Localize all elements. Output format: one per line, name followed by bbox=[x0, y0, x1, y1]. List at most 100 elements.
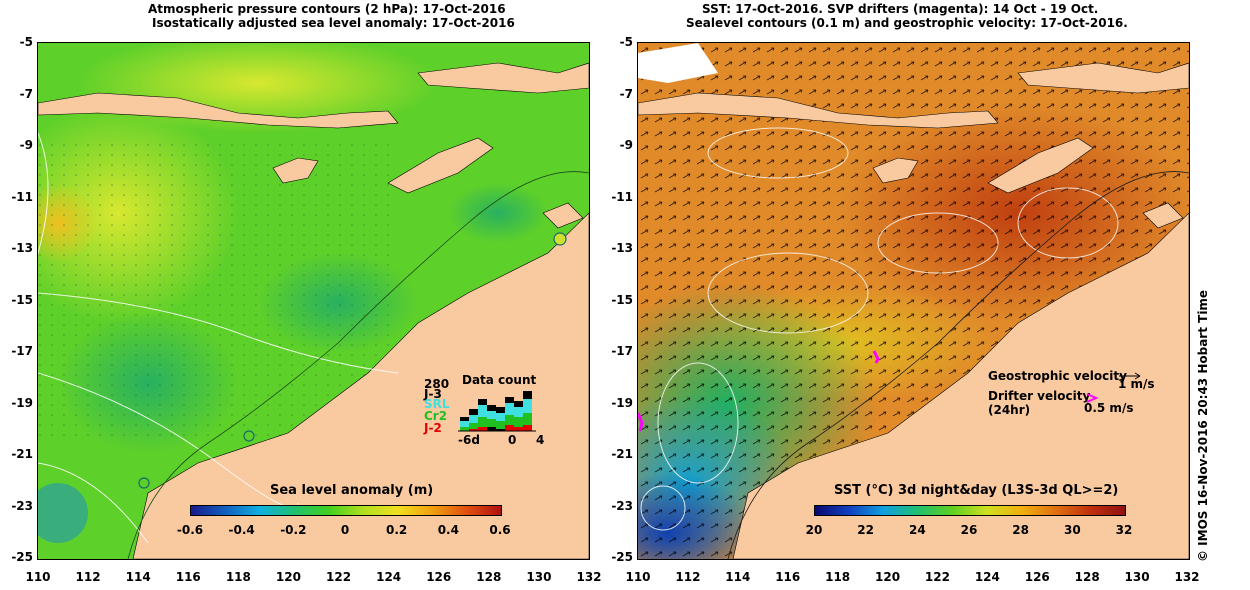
right-lat-tick: -19 bbox=[611, 395, 633, 410]
sst-colorbar-tick: 24 bbox=[908, 523, 926, 537]
timor-island bbox=[387, 137, 494, 194]
data-count-title: Data count bbox=[462, 373, 537, 387]
left-lon-tick: 128 bbox=[476, 570, 502, 584]
right-lon-tick: 130 bbox=[1124, 570, 1150, 584]
sst-colorbar-tick: 30 bbox=[1063, 523, 1081, 537]
sealevel-contour bbox=[1017, 187, 1119, 259]
sealevel-contour bbox=[657, 362, 739, 484]
imos-credit: © IMOS 16-Nov-2016 20:43 Hobart Time bbox=[1196, 289, 1210, 562]
sla-colorbar-title: Sea level anomaly (m) bbox=[270, 483, 434, 498]
right-lat-tick: -23 bbox=[611, 498, 633, 513]
left-lat-tick: -5 bbox=[19, 35, 33, 49]
svp-drifter-track bbox=[638, 412, 644, 432]
pressure-contour-3 bbox=[38, 462, 149, 544]
left-lat-tick: -21 bbox=[11, 447, 33, 461]
cloud-mask-region bbox=[638, 43, 718, 83]
left-lon-tick: 126 bbox=[426, 570, 452, 584]
right-lon-tick: 114 bbox=[725, 570, 751, 584]
pressure-contour-4 bbox=[38, 132, 49, 254]
right-lon-tick: 122 bbox=[924, 570, 950, 584]
tide-gauge-marker bbox=[138, 477, 150, 489]
drifter-velocity-unit: (24hr) bbox=[988, 403, 1031, 417]
right-lon-tick: 132 bbox=[1174, 570, 1200, 584]
left-lon-tick: 110 bbox=[25, 570, 51, 584]
melville-island bbox=[542, 202, 584, 229]
mission-label-srl: SRL bbox=[424, 397, 450, 411]
geostrophic-scale-label: 1 m/s bbox=[1118, 377, 1155, 391]
sst-colorbar-tick: 26 bbox=[960, 523, 978, 537]
pressure-contour-1 bbox=[38, 292, 399, 374]
right-lon-tick: 126 bbox=[1024, 570, 1050, 584]
left-lat-tick: -25 bbox=[11, 550, 33, 564]
sla-low-anomaly-sw bbox=[38, 483, 88, 543]
left-lon-tick: 122 bbox=[326, 570, 352, 584]
left-panel-title-line1: Atmospheric pressure contours (2 hPa): 1… bbox=[148, 2, 506, 16]
right-lat-tick: -5 bbox=[619, 35, 633, 49]
right-lon-tick: 112 bbox=[675, 570, 701, 584]
right-lon-tick: 110 bbox=[625, 570, 651, 584]
sla-colorbar-tick: -0.2 bbox=[280, 523, 307, 537]
left-lon-tick: 114 bbox=[125, 570, 151, 584]
right-lat-tick: -15 bbox=[611, 292, 633, 307]
sumba-island bbox=[872, 157, 919, 184]
sla-colorbar-tick: -0.4 bbox=[228, 523, 255, 537]
data-count-inset: 280 Data count J-3 SRL Cr2 J-2 -6d 0 4 bbox=[420, 373, 550, 447]
left-lat-tick: -17 bbox=[11, 344, 33, 358]
sst-colorbar-tick: 28 bbox=[1012, 523, 1029, 537]
drifter-velocity-label: Drifter velocity bbox=[988, 389, 1091, 403]
sealevel-contour bbox=[707, 252, 869, 334]
left-lon-tick: 120 bbox=[275, 570, 301, 584]
drifter-scale-label: 0.5 m/s bbox=[1084, 401, 1134, 415]
sst-map: Geostrophic velocity 1 m/s Drifter veloc… bbox=[637, 42, 1190, 560]
right-lat-tick: -17 bbox=[611, 344, 633, 358]
left-lon-tick: 112 bbox=[75, 570, 101, 584]
right-lon-tick: 120 bbox=[875, 570, 901, 584]
data-count-xtick-zero: 0 bbox=[508, 433, 517, 447]
right-lon-tick: 118 bbox=[825, 570, 851, 584]
australia-landmass bbox=[132, 212, 589, 559]
lesser-sunda-islands bbox=[38, 92, 399, 129]
sla-data-dots bbox=[38, 143, 398, 443]
sla-colorbar bbox=[190, 505, 502, 516]
sumba-island bbox=[272, 157, 319, 184]
left-lat-tick: -23 bbox=[11, 498, 33, 513]
timor-island bbox=[987, 137, 1094, 194]
mission-label-j3: J-3 bbox=[424, 387, 442, 401]
svp-drifter-track bbox=[872, 350, 880, 364]
sst-colorbar-title: SST (°C) 3d night&day (L3S-3d QL>=2) bbox=[834, 483, 1119, 498]
right-lat-tick: -7 bbox=[619, 86, 633, 101]
sealevel-contour bbox=[640, 485, 686, 531]
left-lon-tick: 118 bbox=[225, 570, 251, 584]
left-lat-tick: -11 bbox=[11, 189, 33, 204]
data-count-xtick-end: 4 bbox=[536, 433, 545, 447]
left-lat-tick: -19 bbox=[11, 395, 33, 410]
right-lon-tick: 116 bbox=[775, 570, 801, 584]
sla-colorbar-tick: 0.4 bbox=[437, 523, 459, 537]
sea-level-anomaly-map: 280 Data count J-3 SRL Cr2 J-2 -6d 0 4 S… bbox=[37, 42, 590, 560]
geostrophic-scale-arrow bbox=[1119, 372, 1141, 380]
bathymetry-contour bbox=[127, 171, 589, 559]
left-lon-tick: 124 bbox=[376, 570, 402, 584]
right-lat-tick: -11 bbox=[611, 189, 633, 204]
drifter-scale-arrow bbox=[1086, 393, 1099, 403]
left-lat-tick: -15 bbox=[11, 292, 33, 307]
lesser-sunda-islands bbox=[638, 92, 999, 129]
sla-colorbar-tick: -0.6 bbox=[176, 523, 204, 537]
left-lat-tick: -7 bbox=[19, 86, 33, 101]
data-count-xtick-start: -6d bbox=[458, 433, 480, 447]
left-panel-title-line2: Isostatically adjusted sea level anomaly… bbox=[152, 16, 515, 30]
right-lat-tick: -9 bbox=[619, 138, 633, 152]
mission-label-j2: J-2 bbox=[424, 421, 442, 435]
melville-island bbox=[1142, 202, 1184, 229]
left-lat-tick: -13 bbox=[11, 241, 33, 255]
data-count-bars bbox=[458, 391, 536, 432]
sla-low-anomaly-east bbox=[448, 183, 548, 243]
left-lon-tick: 130 bbox=[526, 570, 552, 584]
sst-map-canvas bbox=[638, 43, 1189, 559]
sst-colorbar bbox=[814, 505, 1126, 516]
mission-label-cr2: Cr2 bbox=[424, 409, 448, 423]
sst-colorbar-tick: 22 bbox=[857, 523, 874, 537]
sla-colorbar-tick: 0.2 bbox=[386, 523, 408, 537]
geostrophic-velocity-label: Geostrophic velocity bbox=[988, 369, 1127, 383]
australia-landmass bbox=[732, 212, 1189, 559]
